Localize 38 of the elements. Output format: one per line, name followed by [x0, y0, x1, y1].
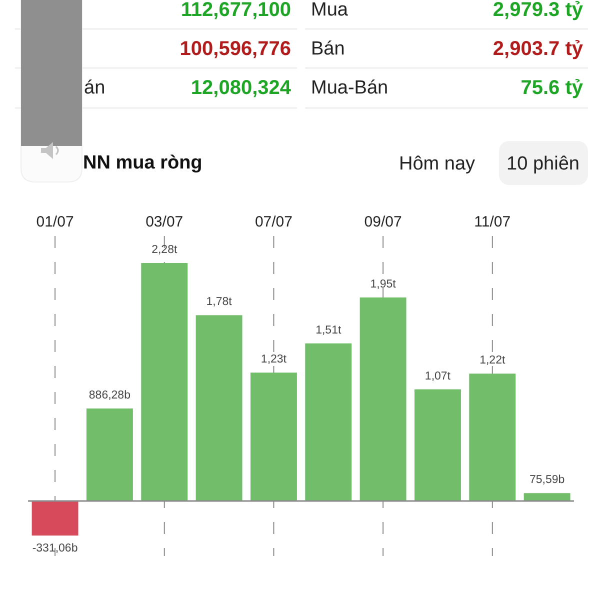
text: Mua: [311, 0, 348, 20]
text: 12,080,324: [190, 77, 292, 99]
text: Mua-Bán: [311, 78, 388, 98]
data-label: 1,22t: [480, 354, 506, 367]
text: 100,596,776: [180, 38, 291, 60]
data-label: 2,28t: [152, 244, 178, 256]
text: Bán: [311, 38, 345, 60]
x-tick-label: 11/07: [474, 214, 511, 230]
data-label: 1,07t: [424, 370, 452, 382]
bar: [469, 374, 516, 501]
bar: [86, 408, 133, 501]
text: 10 phiên: [506, 154, 580, 174]
bar: [196, 315, 242, 501]
x-tick-label: 09/07: [364, 214, 402, 230]
x-tick-label: 07/07: [254, 214, 292, 230]
data-label: 75,59b: [529, 474, 565, 486]
bar: [32, 501, 78, 536]
bar: [141, 263, 188, 501]
bar: [524, 493, 570, 501]
text: 112,677,100: [180, 0, 291, 21]
x-tick-label: 03/07: [146, 214, 184, 230]
text: án: [84, 78, 106, 98]
x-tick-label: 01/07: [36, 214, 74, 230]
data-label: 886,28b: [88, 389, 130, 402]
data-label: 1,51t: [316, 324, 342, 336]
bar: [414, 389, 461, 501]
text: 75.6 tỷ: [520, 77, 584, 99]
bar: [250, 372, 297, 501]
text: Hôm nay: [398, 154, 476, 174]
bar: [305, 343, 352, 501]
data-label: 1,78t: [206, 296, 233, 308]
bar: [360, 297, 406, 501]
text: 2,903.7 tỷ: [492, 38, 584, 60]
data-label: 1,23t: [260, 354, 288, 366]
data-label: 1,95t: [370, 278, 397, 290]
text: 2,979.3 tỷ: [492, 0, 584, 21]
chart-title: NN mua ròng: [83, 152, 202, 174]
data-label: -331,06b: [32, 542, 78, 555]
